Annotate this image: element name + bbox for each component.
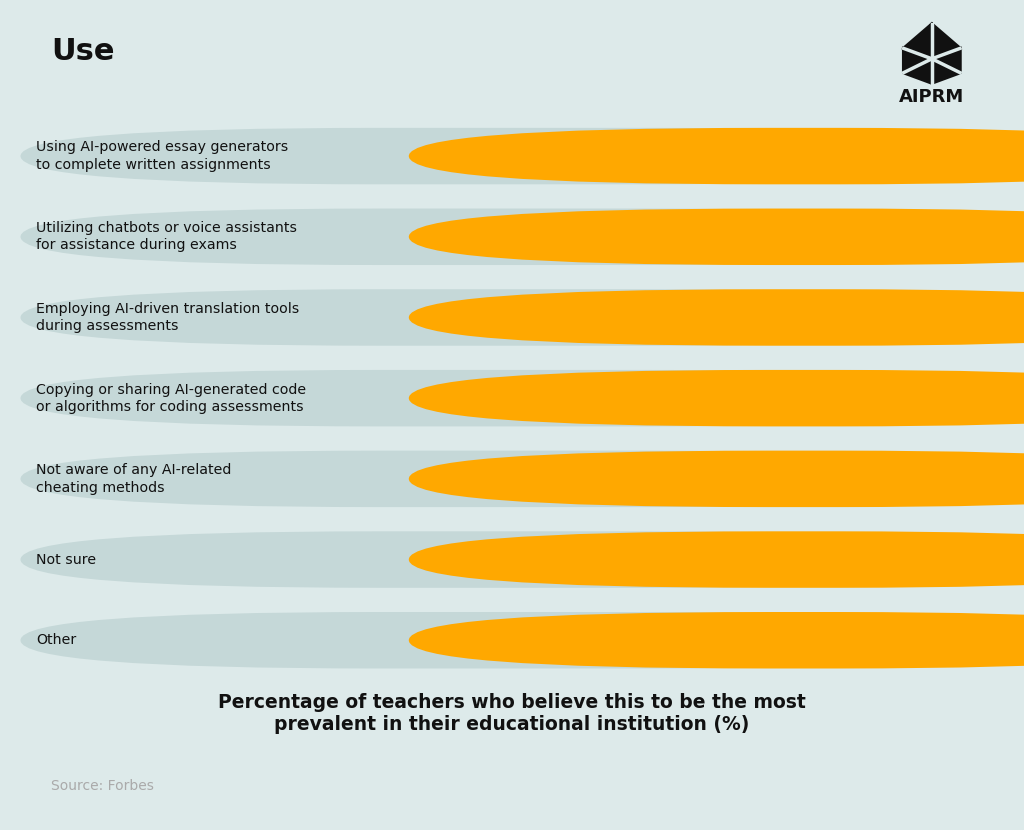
Text: Copying or sharing AI-generated code
or algorithms for coding assessments: Copying or sharing AI-generated code or … [36,383,306,414]
Text: Utilizing chatbots or voice assistants
for assistance during exams: Utilizing chatbots or voice assistants f… [36,221,297,252]
Text: Not sure: Not sure [36,553,96,567]
FancyBboxPatch shape [20,451,1004,507]
FancyBboxPatch shape [409,289,1024,346]
Text: AIPRM: AIPRM [899,88,965,106]
FancyBboxPatch shape [409,370,1024,427]
FancyBboxPatch shape [409,451,1024,507]
FancyBboxPatch shape [20,208,1004,265]
Text: Use: Use [51,37,115,66]
FancyBboxPatch shape [409,208,1024,265]
FancyBboxPatch shape [409,128,1024,184]
Text: Using AI-powered essay generators
to complete written assignments: Using AI-powered essay generators to com… [36,140,288,172]
Polygon shape [932,48,959,83]
FancyBboxPatch shape [20,289,1004,346]
FancyBboxPatch shape [20,612,1004,668]
Polygon shape [903,24,959,59]
Polygon shape [903,48,932,83]
FancyBboxPatch shape [20,128,1004,184]
Text: Not aware of any AI-related
cheating methods: Not aware of any AI-related cheating met… [36,463,231,495]
FancyBboxPatch shape [20,370,1004,427]
Text: Source: Forbes: Source: Forbes [51,779,154,793]
Text: Other: Other [36,633,76,647]
Text: Employing AI-driven translation tools
during assessments: Employing AI-driven translation tools du… [36,302,299,333]
Text: Percentage of teachers who believe this to be the most
prevalent in their educat: Percentage of teachers who believe this … [218,693,806,734]
FancyBboxPatch shape [20,531,1004,588]
FancyBboxPatch shape [409,531,1024,588]
FancyBboxPatch shape [409,612,1024,668]
